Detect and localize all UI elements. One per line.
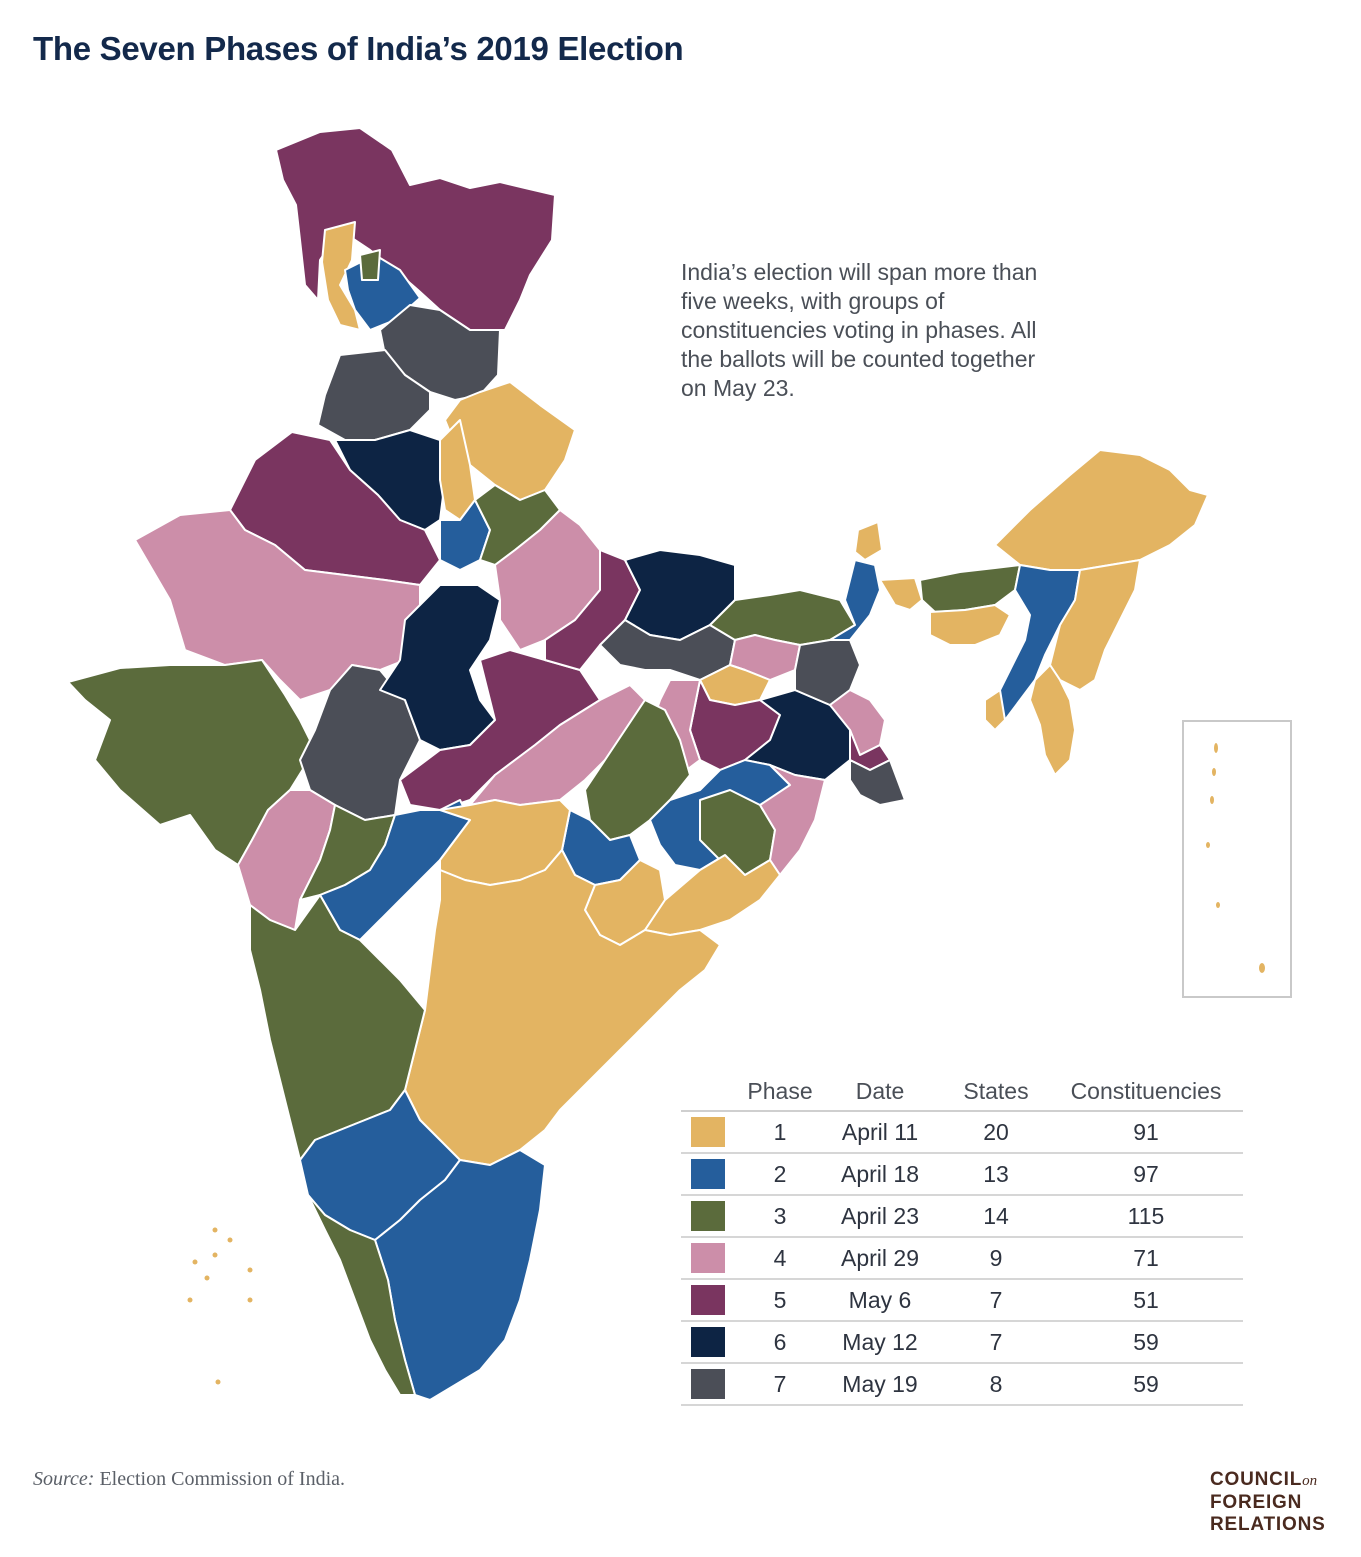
- legend-header-phase: Phase: [743, 1072, 817, 1112]
- map-title: The Seven Phases of India’s 2019 Electio…: [33, 30, 684, 67]
- legend-date: April 29: [817, 1237, 943, 1280]
- legend-header-states: States: [943, 1072, 1049, 1112]
- legend-constituencies: 59: [1049, 1363, 1243, 1406]
- region-mizoram-tripura: [1029, 664, 1076, 776]
- lakshadweep-islands: [187, 1227, 253, 1385]
- legend-row: 1 April 11 20 91: [681, 1111, 1243, 1154]
- logo-line-foreign: FOREIGN: [1210, 1492, 1303, 1513]
- legend-date: May 6: [817, 1279, 943, 1322]
- legend-date: April 11: [817, 1111, 943, 1154]
- legend-constituencies: 71: [1049, 1237, 1243, 1280]
- andaman-islands: [1206, 743, 1265, 973]
- phase-color-swatch: [691, 1369, 725, 1399]
- legend-states: 7: [943, 1279, 1049, 1322]
- region-jammu-kashmir: [275, 127, 556, 331]
- region-arunachal: [994, 449, 1209, 571]
- region-kerala: [307, 1194, 416, 1396]
- region-north-bengal-phase1: [879, 577, 923, 611]
- legend-date: May 19: [817, 1363, 943, 1406]
- legend-row: 2 April 18 13 97: [681, 1153, 1243, 1196]
- legend-phase: 2: [743, 1153, 817, 1196]
- legend-date: April 23: [817, 1195, 943, 1238]
- legend-states: 20: [943, 1111, 1049, 1154]
- phase-color-swatch: [691, 1117, 725, 1147]
- legend-header-constituencies: Constituencies: [1049, 1072, 1243, 1112]
- legend-row: 3 April 23 14 115: [681, 1195, 1243, 1238]
- legend-phase: 7: [743, 1363, 817, 1406]
- legend-constituencies: 97: [1049, 1153, 1243, 1196]
- legend-states: 8: [943, 1363, 1049, 1406]
- legend-phase: 4: [743, 1237, 817, 1280]
- logo-on: on: [1302, 1473, 1318, 1489]
- legend-header-date: Date: [817, 1072, 943, 1112]
- legend-phase: 5: [743, 1279, 817, 1322]
- legend-row: 4 April 29 9 71: [681, 1237, 1243, 1280]
- region-meghalaya: [929, 604, 1011, 646]
- region-nagaland-manipur: [1049, 559, 1141, 691]
- legend-header-row: Phase Date States Constituencies: [681, 1072, 1243, 1112]
- phase-color-swatch: [691, 1159, 725, 1189]
- legend-phase: 6: [743, 1321, 817, 1364]
- phase-legend-table: Phase Date States Constituencies 1 April…: [681, 1072, 1243, 1406]
- legend-states: 13: [943, 1153, 1049, 1196]
- cfr-logo: COUNCILon FOREIGN RELATIONS: [1210, 1469, 1350, 1536]
- phase-color-swatch: [691, 1243, 725, 1273]
- region-jk-phase3: [359, 249, 381, 281]
- legend-row: 7 May 19 8 59: [681, 1363, 1243, 1406]
- region-tripura: [984, 689, 1006, 731]
- region-maha-phase2: [319, 799, 471, 941]
- phase-color-swatch: [691, 1327, 725, 1357]
- legend-phase: 3: [743, 1195, 817, 1238]
- logo-line-council: COUNCIL: [1210, 1469, 1303, 1490]
- legend-constituencies: 91: [1049, 1111, 1243, 1154]
- legend-date: April 18: [817, 1153, 943, 1196]
- source-note: Source: Election Commission of India.: [33, 1468, 345, 1491]
- logo-line-relations: RELATIONS: [1210, 1514, 1326, 1535]
- region-jk-phase1: [321, 221, 361, 331]
- source-label: Source:: [33, 1468, 95, 1490]
- source-text: Election Commission of India.: [94, 1468, 345, 1490]
- legend-states: 7: [943, 1321, 1049, 1364]
- region-mp-phase4: [469, 684, 646, 806]
- andaman-inset-frame: [1182, 720, 1292, 998]
- legend-constituencies: 59: [1049, 1321, 1243, 1364]
- legend-constituencies: 51: [1049, 1279, 1243, 1322]
- legend-date: May 12: [817, 1321, 943, 1364]
- legend-header-swatch: [681, 1072, 743, 1112]
- legend-states: 14: [943, 1195, 1049, 1238]
- phase-color-swatch: [691, 1285, 725, 1315]
- legend-phase: 1: [743, 1111, 817, 1154]
- phase-color-swatch: [691, 1201, 725, 1231]
- legend-states: 9: [943, 1237, 1049, 1280]
- legend-row: 5 May 6 7 51: [681, 1279, 1243, 1322]
- region-wb-phase7-south: [849, 759, 906, 806]
- region-assam-phase3: [919, 564, 1021, 613]
- region-odisha-phase1: [644, 854, 781, 936]
- legend-row: 6 May 12 7 59: [681, 1321, 1243, 1364]
- region-sikkim: [854, 521, 883, 561]
- election-description: India’s election will span more than fiv…: [681, 259, 1038, 401]
- legend-constituencies: 115: [1049, 1195, 1243, 1238]
